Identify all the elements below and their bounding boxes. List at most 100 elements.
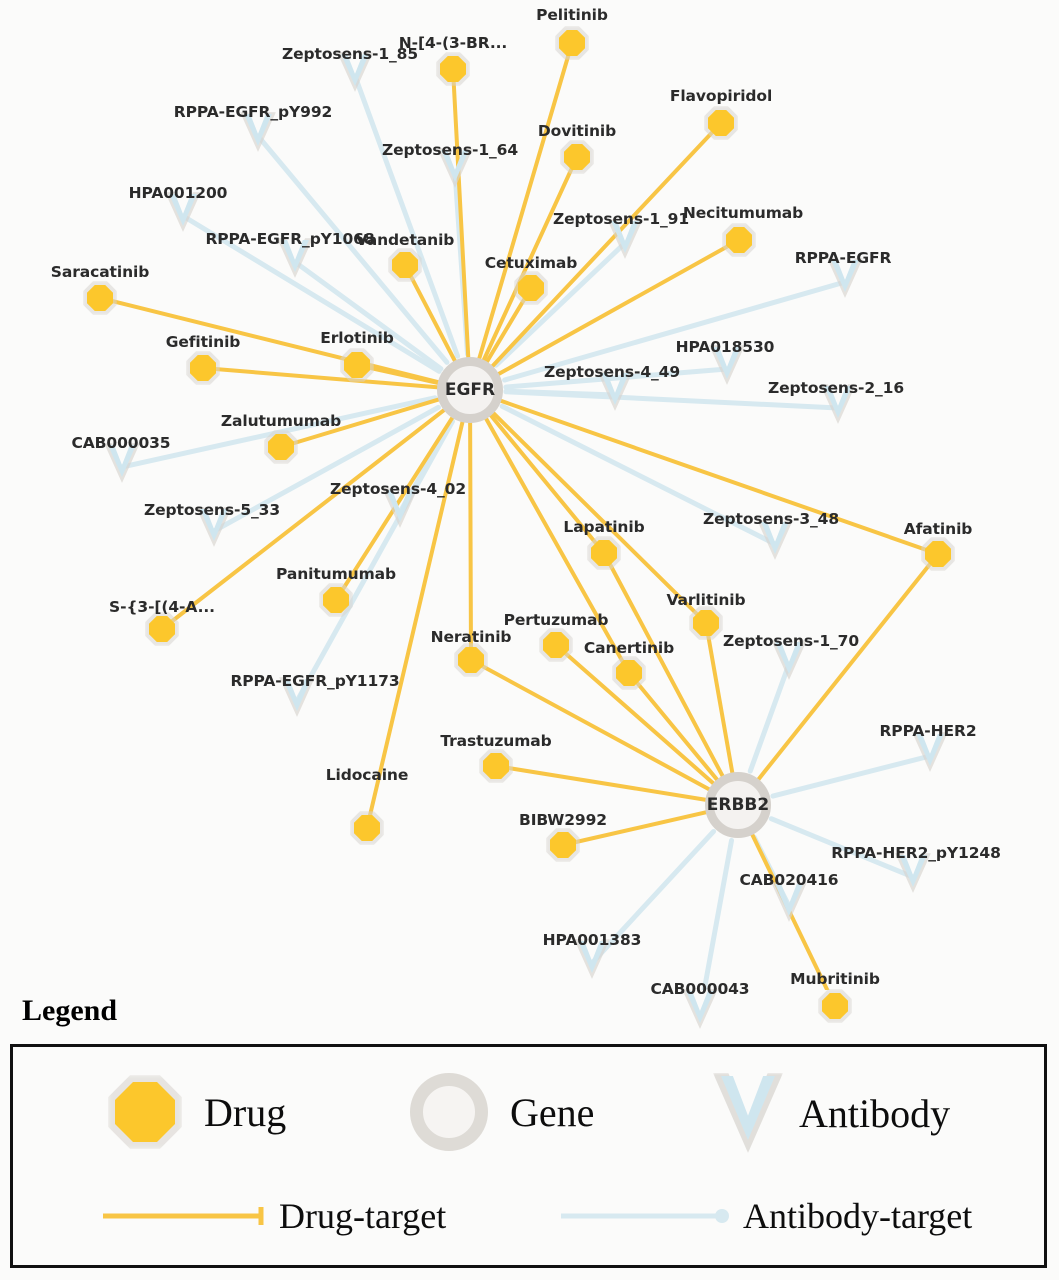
antibody-node[interactable] bbox=[771, 882, 807, 922]
network-edge bbox=[770, 753, 933, 799]
antibody-node[interactable] bbox=[382, 488, 418, 528]
gene-node[interactable] bbox=[705, 772, 771, 838]
network-edge bbox=[279, 397, 441, 449]
antibody-node[interactable] bbox=[104, 443, 140, 483]
antibody-target-edge-icon bbox=[561, 1209, 729, 1223]
network-edge bbox=[160, 408, 446, 631]
drug-node[interactable] bbox=[264, 430, 298, 464]
network-edge bbox=[756, 552, 940, 782]
antibody-node[interactable] bbox=[597, 371, 633, 411]
antibody-node[interactable] bbox=[771, 640, 807, 680]
drug-node[interactable] bbox=[818, 989, 852, 1023]
drug-node[interactable] bbox=[186, 351, 220, 385]
network-edge bbox=[469, 658, 712, 792]
legend-label-drug-target: Drug-target bbox=[279, 1196, 447, 1236]
drug-node[interactable] bbox=[479, 749, 513, 783]
network-edge bbox=[255, 133, 450, 365]
drug-node[interactable] bbox=[436, 52, 470, 86]
network-canvas[interactable]: EGFR ERBB2 Zeptosens-1_85 RPPA-EGFR_pY992 HP… bbox=[0, 0, 1059, 1029]
network-edge bbox=[493, 240, 628, 368]
network-edge bbox=[365, 420, 465, 830]
network-edge bbox=[747, 661, 792, 774]
antibody-node[interactable] bbox=[165, 192, 201, 232]
network-edge bbox=[602, 551, 725, 778]
network-edge bbox=[503, 389, 841, 411]
drug-target-edge-icon bbox=[103, 1207, 264, 1225]
gene-node[interactable] bbox=[437, 357, 503, 423]
drug-node[interactable] bbox=[539, 628, 573, 662]
antibody-node[interactable] bbox=[709, 345, 745, 385]
network-edge bbox=[561, 810, 708, 847]
network-edge bbox=[704, 621, 735, 775]
drug-node[interactable] bbox=[921, 537, 955, 571]
gene-ring-icon bbox=[410, 1073, 488, 1151]
antibody-node[interactable] bbox=[279, 677, 315, 717]
antibody-node[interactable] bbox=[240, 112, 276, 152]
antibody-node[interactable] bbox=[277, 238, 313, 278]
legend-title: Legend bbox=[22, 994, 118, 1027]
legend-node-antibody: Antibody bbox=[713, 1073, 950, 1153]
network-edge bbox=[477, 41, 574, 361]
drug-node[interactable] bbox=[689, 606, 723, 640]
drug-node[interactable] bbox=[145, 612, 179, 646]
legend-box: Drug Gene Antibody Drug-target Antibody-… bbox=[10, 1044, 1047, 1268]
drug-node[interactable] bbox=[704, 106, 738, 140]
antibody-node[interactable] bbox=[337, 52, 373, 92]
drug-node[interactable] bbox=[546, 828, 580, 862]
network-edge bbox=[294, 418, 455, 704]
drug-node[interactable] bbox=[560, 140, 594, 174]
antibody-node[interactable] bbox=[682, 989, 718, 1029]
antibody-node[interactable] bbox=[757, 520, 793, 560]
drug-node[interactable] bbox=[587, 536, 621, 570]
network-edge bbox=[503, 366, 730, 390]
network-edge bbox=[701, 837, 735, 990]
antibody-node[interactable] bbox=[912, 732, 948, 772]
network-edge bbox=[499, 398, 940, 556]
drug-node[interactable] bbox=[350, 811, 384, 845]
network-edge bbox=[352, 73, 461, 359]
network-edge bbox=[488, 413, 606, 555]
network-edge bbox=[292, 259, 444, 372]
network-edge bbox=[750, 832, 830, 990]
network-edge bbox=[499, 403, 778, 547]
gene-node-label: EGFR bbox=[444, 380, 496, 400]
antibody-node[interactable] bbox=[196, 507, 232, 547]
legend-label-antibody: Antibody bbox=[799, 1090, 951, 1136]
drug-node[interactable] bbox=[514, 271, 548, 305]
gene-node-label: ERBB2 bbox=[706, 795, 770, 815]
legend-edge-drug-target: Drug-target bbox=[103, 1195, 446, 1237]
network-edge bbox=[201, 366, 440, 390]
network-edge bbox=[768, 816, 916, 880]
network-edge bbox=[180, 213, 442, 374]
drug-node[interactable] bbox=[319, 583, 353, 617]
antibody-node[interactable] bbox=[895, 853, 931, 893]
network-edge bbox=[496, 238, 741, 376]
network-edge bbox=[589, 828, 717, 966]
legend-node-drug: Drug bbox=[108, 1075, 286, 1149]
drug-node[interactable] bbox=[83, 281, 117, 315]
network-edge bbox=[403, 263, 457, 363]
drug-node[interactable] bbox=[722, 223, 756, 257]
network-edge bbox=[502, 279, 848, 383]
drug-octagon-icon bbox=[108, 1075, 182, 1149]
antibody-node[interactable] bbox=[827, 258, 863, 298]
drug-node[interactable] bbox=[340, 348, 374, 382]
drug-node[interactable] bbox=[454, 643, 488, 677]
network-edge bbox=[627, 671, 719, 782]
drug-node[interactable] bbox=[612, 656, 646, 690]
drug-node[interactable] bbox=[555, 26, 589, 60]
network-edge bbox=[494, 764, 708, 802]
network-edge bbox=[554, 643, 716, 786]
legend-label-drug: Drug bbox=[204, 1089, 287, 1135]
antibody-node[interactable] bbox=[820, 384, 856, 424]
network-edge bbox=[211, 404, 441, 534]
antibody-node[interactable] bbox=[574, 939, 610, 979]
drug-node[interactable] bbox=[388, 248, 422, 282]
antibody-node[interactable] bbox=[607, 219, 643, 259]
network-edge bbox=[451, 67, 471, 360]
network-edge bbox=[491, 411, 708, 625]
legend-label-antibody-target: Antibody-target bbox=[743, 1196, 973, 1236]
legend-edge-antibody-target: Antibody-target bbox=[561, 1195, 972, 1237]
network-edge bbox=[468, 420, 473, 662]
antibody-node[interactable] bbox=[437, 148, 473, 188]
